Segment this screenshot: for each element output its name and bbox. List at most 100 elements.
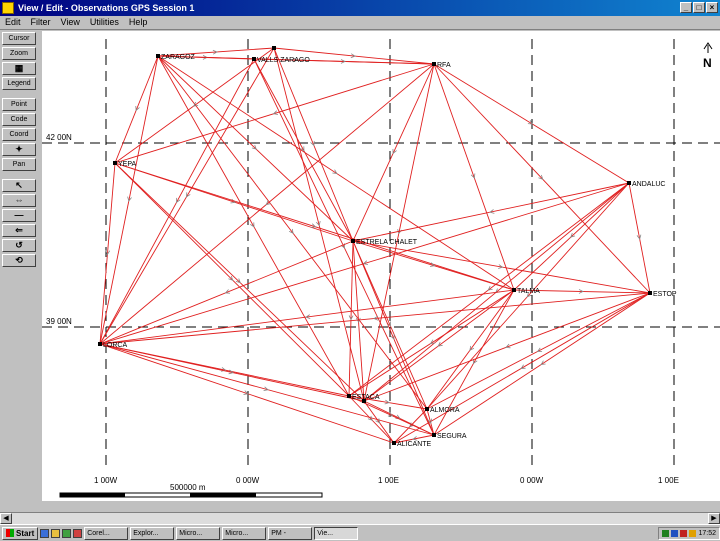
baseline-line[interactable] — [352, 240, 435, 436]
station-marker[interactable] — [156, 54, 160, 58]
menu-filter[interactable]: Filter — [30, 17, 51, 27]
refresh-button[interactable]: ⟲ — [2, 254, 36, 267]
quicklaunch-app-icon[interactable] — [62, 528, 72, 538]
baseline-line[interactable] — [513, 182, 630, 291]
baseline-line[interactable] — [273, 47, 354, 242]
baseline-line[interactable] — [363, 63, 435, 402]
task-button-2[interactable]: Explor... — [130, 526, 175, 540]
baseline-line[interactable] — [114, 63, 435, 164]
baseline-line[interactable] — [352, 182, 630, 242]
baseline-line[interactable] — [253, 58, 354, 242]
baseline-line[interactable] — [352, 63, 435, 242]
baseline-line[interactable] — [114, 47, 275, 164]
baseline-line[interactable] — [363, 289, 515, 402]
baseline-line[interactable] — [157, 47, 275, 57]
baseline-line[interactable] — [114, 162, 365, 402]
baseline-line[interactable] — [393, 408, 428, 444]
station-marker[interactable] — [252, 57, 256, 61]
baseline-line[interactable] — [426, 289, 515, 410]
line-button[interactable]: — — [2, 209, 36, 222]
station-marker[interactable] — [113, 161, 117, 165]
double-arrow-button[interactable]: ⇔ — [2, 194, 36, 207]
grid-button[interactable]: ▦ — [2, 62, 36, 75]
baseline-line[interactable] — [99, 240, 354, 345]
baseline-line[interactable] — [352, 240, 428, 410]
coord-button[interactable]: Coord — [2, 128, 36, 141]
baseline-line[interactable] — [348, 395, 395, 444]
baseline-line[interactable] — [352, 240, 515, 291]
code-button[interactable]: Code — [2, 113, 36, 126]
map-canvas[interactable]: ZARAGOZ VALLS ZARAGO RFA YEPA ANDALUC ESTRELA… — [42, 31, 720, 501]
baseline-line[interactable] — [352, 240, 651, 294]
scroll-left-icon[interactable]: ◀ — [0, 513, 12, 524]
baseline-line[interactable] — [513, 289, 651, 294]
baseline-line[interactable] — [253, 58, 435, 436]
baseline-line[interactable] — [433, 63, 651, 294]
baseline-line[interactable] — [99, 289, 515, 345]
baseline-line[interactable] — [426, 182, 630, 410]
baseline-line[interactable] — [114, 162, 515, 291]
baseline-line[interactable] — [393, 292, 651, 444]
baseline-line[interactable] — [99, 343, 435, 436]
station-marker[interactable] — [272, 46, 276, 50]
cursor-button[interactable]: Cursor — [2, 32, 36, 45]
undo-button[interactable]: ↺ — [2, 239, 36, 252]
baseline-line[interactable] — [433, 63, 630, 184]
baseline-line[interactable] — [157, 55, 428, 410]
baseline-line[interactable] — [99, 343, 395, 444]
quicklaunch-folder-icon[interactable] — [51, 528, 61, 538]
select-arrow-button[interactable]: ↖ — [2, 179, 36, 192]
station-marker[interactable] — [432, 62, 436, 66]
station-marker[interactable] — [347, 394, 351, 398]
horizontal-scrollbar[interactable]: ◀ ▶ — [0, 512, 720, 525]
baseline-line[interactable] — [114, 55, 159, 164]
baseline-line[interactable] — [363, 292, 651, 402]
scroll-right-icon[interactable]: ▶ — [708, 513, 720, 524]
baseline-line[interactable] — [99, 63, 435, 345]
baseline-line[interactable] — [157, 55, 354, 242]
baseline-line[interactable] — [157, 55, 515, 291]
station-marker[interactable] — [392, 441, 396, 445]
baseline-line[interactable] — [99, 182, 630, 345]
station-marker[interactable] — [627, 181, 631, 185]
menu-utilities[interactable]: Utilities — [89, 17, 119, 27]
menu-help[interactable]: Help — [128, 17, 148, 27]
baseline-line[interactable] — [352, 240, 365, 402]
zoom-button[interactable]: Zoom — [2, 47, 36, 60]
tray-monitor-icon[interactable] — [671, 529, 679, 537]
baseline-line[interactable] — [348, 240, 354, 397]
station-marker[interactable] — [351, 239, 355, 243]
station-marker[interactable] — [98, 342, 102, 346]
task-button-6[interactable]: Vie... — [314, 526, 359, 540]
baseline-line[interactable] — [393, 434, 435, 444]
baseline-line[interactable] — [253, 58, 435, 65]
station-marker[interactable] — [425, 407, 429, 411]
baseline-line[interactable] — [99, 162, 116, 345]
task-button-4[interactable]: Micro... — [222, 526, 267, 540]
station-marker[interactable] — [648, 291, 652, 295]
baseline-line[interactable] — [99, 55, 159, 345]
start-button[interactable]: Start — [2, 526, 39, 540]
baseline-line[interactable] — [426, 408, 435, 436]
minimize-button[interactable]: _ — [680, 2, 692, 13]
station-marker[interactable] — [362, 399, 366, 403]
quicklaunch-app2-icon[interactable] — [73, 528, 83, 538]
quicklaunch-ie-icon[interactable] — [40, 528, 50, 538]
menu-view[interactable]: View — [60, 17, 80, 27]
pan-button[interactable]: Pan — [2, 158, 36, 171]
baseline-line[interactable] — [348, 289, 515, 397]
baseline-line[interactable] — [99, 58, 255, 345]
tray-antivirus-icon[interactable] — [680, 529, 688, 537]
close-button[interactable]: × — [706, 2, 718, 13]
station-marker[interactable] — [432, 433, 436, 437]
menu-edit[interactable]: Edit — [5, 17, 21, 27]
network-map[interactable]: ZARAGOZ VALLS ZARAGO RFA YEPA ANDALUC ESTRELA… — [42, 31, 720, 501]
point-button[interactable]: Point — [2, 98, 36, 111]
baseline-line[interactable] — [157, 55, 350, 397]
baseline-line[interactable] — [273, 47, 365, 402]
legend-button[interactable]: Legend — [2, 77, 36, 90]
task-button-3[interactable]: Micro... — [176, 526, 221, 540]
baseline-line[interactable] — [99, 292, 651, 345]
baseline-line[interactable] — [273, 47, 435, 65]
baseline-line[interactable] — [114, 162, 350, 397]
